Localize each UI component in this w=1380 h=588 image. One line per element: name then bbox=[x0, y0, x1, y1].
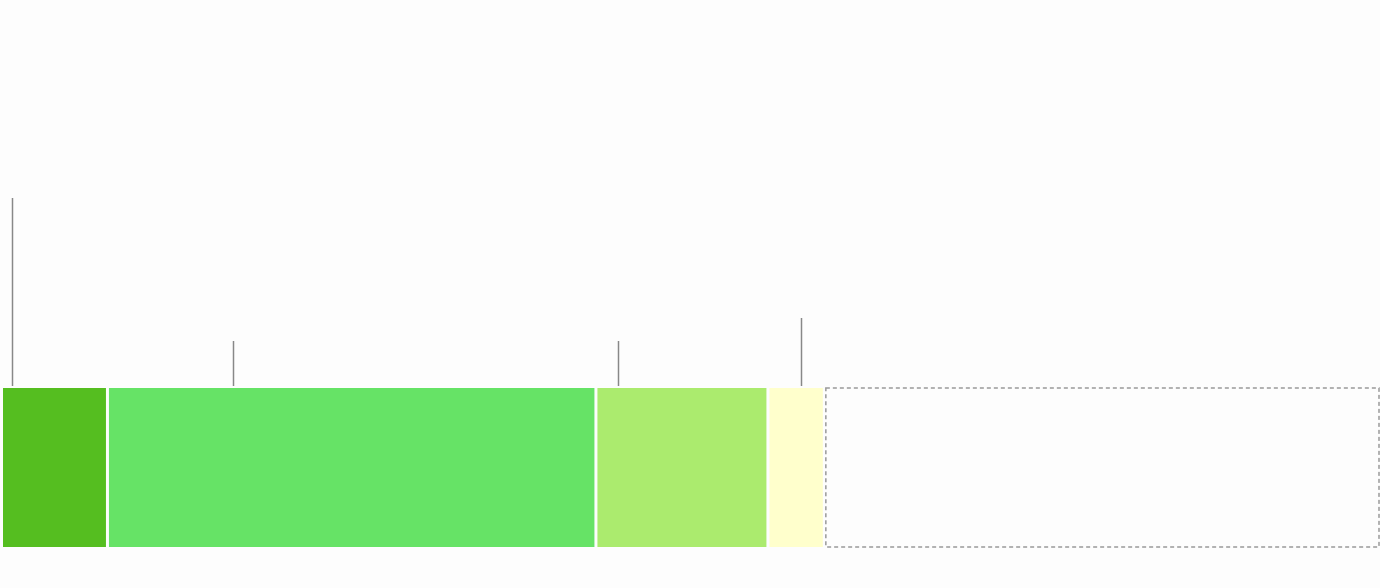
bar-segment-5 bbox=[825, 387, 1380, 548]
bar-segment-4 bbox=[769, 388, 823, 547]
bar-segment-1 bbox=[3, 388, 106, 547]
bar-segment-3 bbox=[597, 388, 767, 547]
bar-segment-2 bbox=[108, 388, 595, 547]
